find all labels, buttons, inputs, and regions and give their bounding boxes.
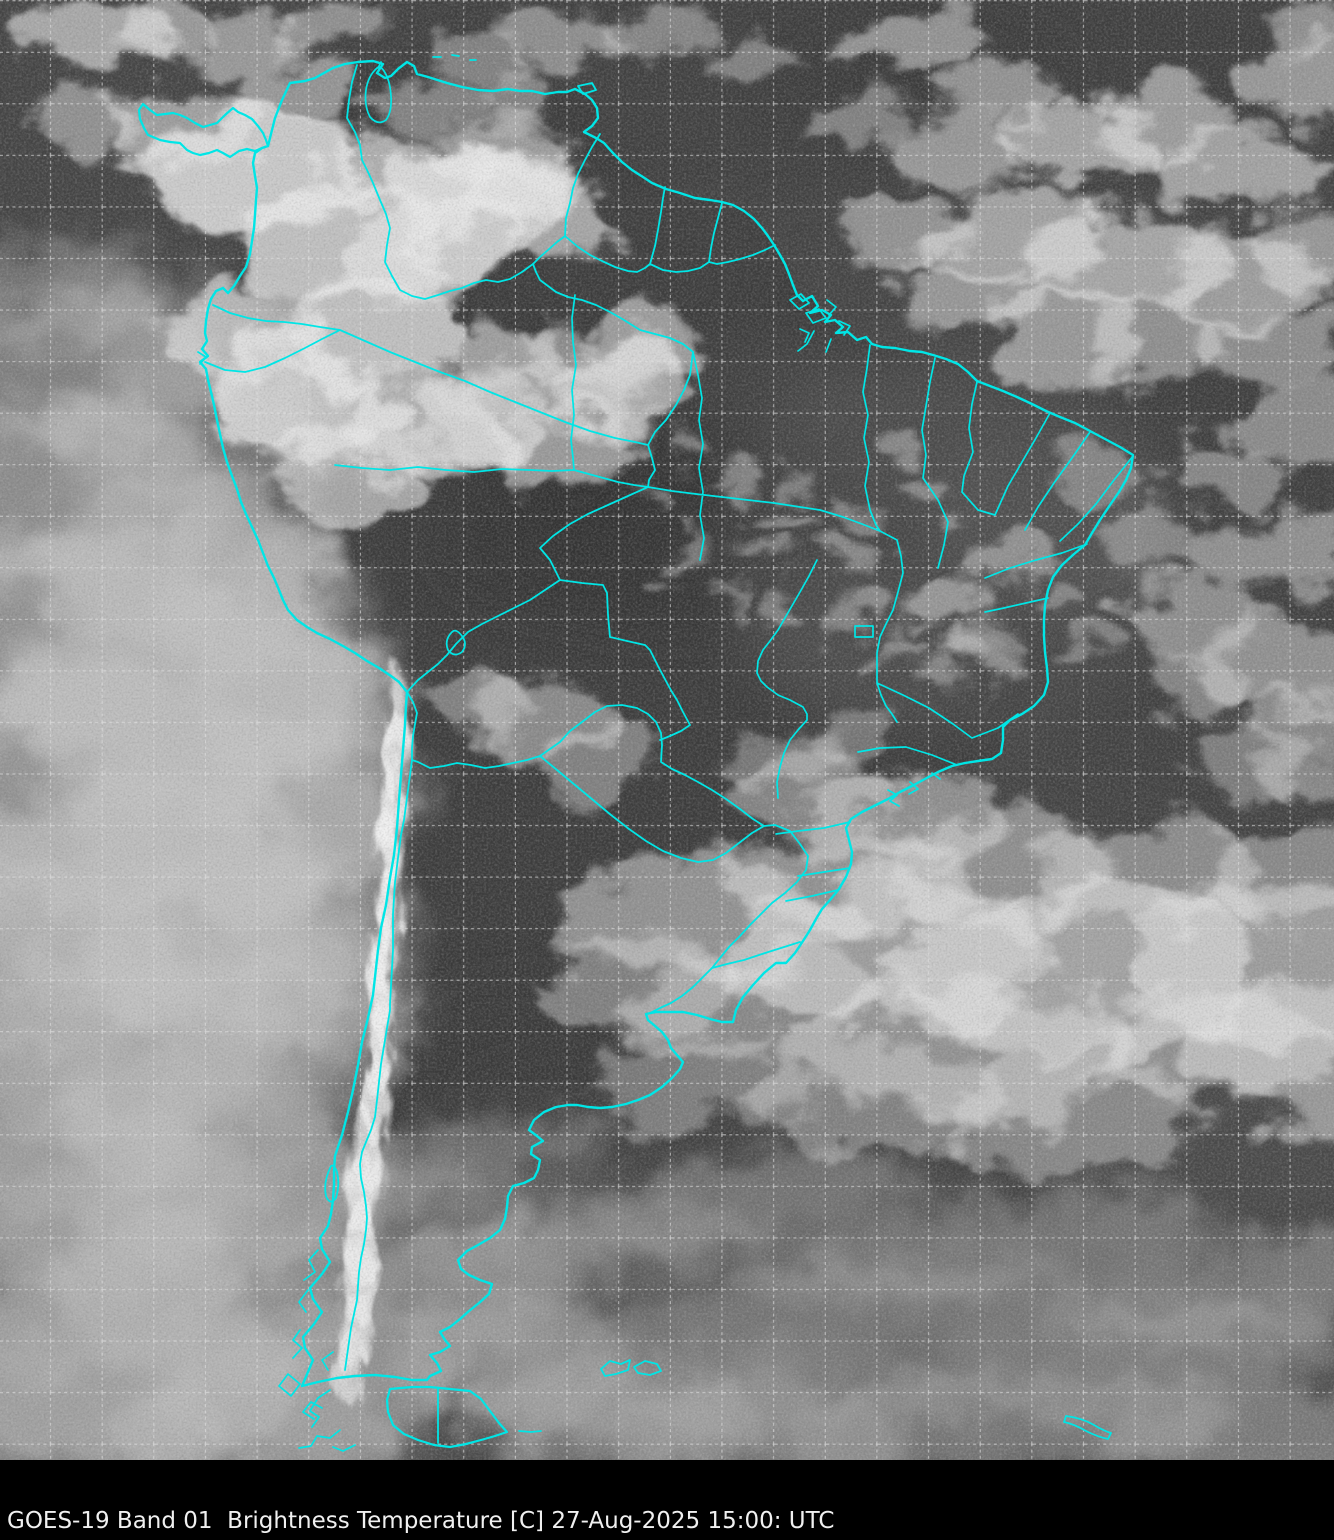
coastal-detail-squiggles-path (197, 54, 941, 1452)
coastline-path (198, 59, 1135, 1388)
latlon-grid (0, 0, 1334, 1460)
caption-bar: GOES-19 Band 01 Brightness Temperature [… (0, 1460, 1334, 1540)
lakes-path (364, 61, 466, 656)
boundary-overlay (137, 54, 1135, 1452)
islands-path (324, 82, 1112, 1440)
satellite-image (0, 0, 1334, 1460)
caption-text: GOES-19 Band 01 Brightness Temperature [… (7, 1508, 835, 1534)
state-borders-path (334, 294, 1134, 902)
panama-coastline-path (137, 102, 270, 159)
country-borders-path (204, 64, 809, 1371)
tierra-del-fuego-path (385, 1385, 509, 1449)
